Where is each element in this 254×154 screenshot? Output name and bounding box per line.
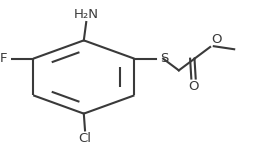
Text: S: S [159, 52, 168, 65]
Text: O: O [187, 80, 198, 93]
Text: Cl: Cl [78, 132, 91, 145]
Text: O: O [211, 33, 221, 46]
Text: H₂N: H₂N [73, 8, 98, 20]
Text: F: F [0, 52, 8, 65]
